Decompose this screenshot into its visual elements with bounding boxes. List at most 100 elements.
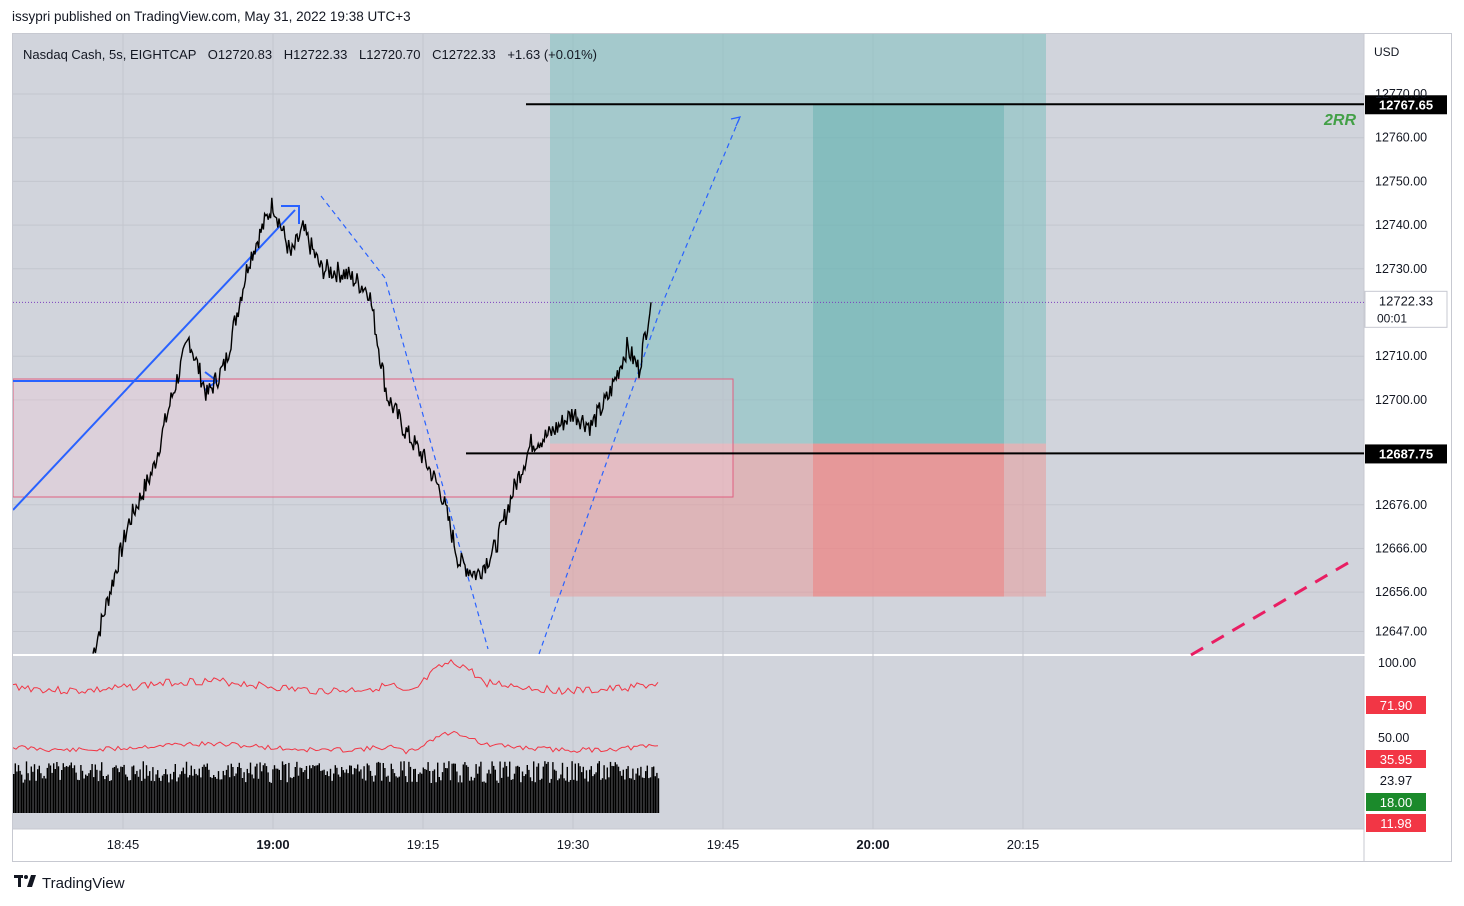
histogram-bar: [504, 761, 506, 813]
histogram-bar: [169, 773, 172, 813]
oscillator-value-tag: [1366, 696, 1426, 714]
histogram-bar: [245, 782, 247, 813]
time-axis[interactable]: [13, 829, 1364, 862]
histogram-bar: [363, 766, 365, 813]
histogram-bar: [173, 771, 175, 813]
histogram-bar: [432, 770, 434, 813]
histogram-bar: [275, 768, 277, 813]
histogram-bar: [616, 764, 618, 813]
histogram-bar: [249, 762, 252, 813]
histogram-bar: [201, 766, 204, 813]
histogram-bar: [568, 781, 570, 813]
price-tick-label: 12750.00: [1375, 174, 1427, 188]
price-tick-label: 12770.00: [1375, 87, 1427, 101]
histogram-bar: [526, 765, 528, 813]
histogram-bar: [493, 765, 495, 813]
histogram-bar: [125, 774, 127, 813]
histogram-bar: [329, 768, 332, 813]
histogram-bar: [107, 774, 109, 813]
histogram-bar: [369, 770, 372, 813]
drawing-tools[interactable]: [13, 116, 1354, 657]
histogram-bar: [117, 768, 119, 813]
histogram-bar: [243, 772, 245, 813]
histogram-bar: [310, 768, 312, 813]
histogram-bar: [93, 777, 95, 813]
histogram-bar: [286, 782, 288, 813]
footer-brand[interactable]: TradingView: [14, 874, 125, 892]
histogram-bar: [120, 766, 122, 813]
histogram-bar: [645, 771, 647, 813]
histogram-bar: [457, 782, 460, 813]
chart-canvas[interactable]: 12767.65 12687.75 12722.33 00:01 Nasdaq Cas…: [13, 34, 1452, 862]
histogram-bar: [635, 773, 637, 813]
histogram-bar: [368, 765, 370, 813]
histogram-bar: [617, 766, 620, 813]
horizontal-lines[interactable]: 12767.65 12687.75 12722.33 00:01: [466, 95, 1448, 464]
histogram-bar: [267, 772, 269, 813]
histogram-bar: [409, 766, 412, 813]
histogram-bar: [161, 775, 164, 813]
histogram-bar: [80, 765, 82, 813]
histogram-bar: [94, 764, 96, 813]
histogram-bar: [253, 778, 255, 813]
histogram-bar: [181, 771, 183, 813]
histogram-bar: [257, 778, 260, 813]
histogram-bar: [291, 778, 293, 813]
histogram-bar: [217, 771, 220, 813]
histogram-bar: [219, 779, 221, 813]
histogram-bar: [78, 780, 80, 813]
histogram-bar: [545, 763, 548, 813]
histogram-bar: [446, 768, 448, 813]
histogram-bar: [525, 774, 527, 813]
histogram-bar: [475, 764, 477, 813]
histogram-bar: [553, 769, 556, 813]
histogram-bar: [333, 773, 335, 813]
oscillator-tick-label: 100.00: [1378, 656, 1416, 670]
chart-frame[interactable]: 12767.65 12687.75 12722.33 00:01 Nasdaq Cas…: [12, 33, 1452, 862]
histogram-bar: [29, 780, 31, 813]
arrow-head-icon: [281, 205, 300, 224]
histogram-bar: [478, 766, 480, 813]
position-tool[interactable]: [13, 34, 1046, 597]
histogram-bar: [590, 766, 592, 813]
histogram-bar: [433, 769, 436, 813]
histogram-bar: [238, 762, 240, 813]
histogram-bar: [360, 769, 362, 813]
histogram-bar: [649, 777, 652, 813]
histogram-bar: [281, 761, 284, 813]
histogram-bar: [69, 765, 71, 813]
price-tick-label: 12666.00: [1375, 541, 1427, 555]
histogram-bar: [496, 780, 498, 813]
histogram-bar: [337, 774, 340, 813]
legend-symbol[interactable]: Nasdaq Cash, 5s, EIGHTCAP O12720.83 H127…: [23, 47, 597, 62]
histogram-bar: [13, 774, 15, 813]
histogram-bar: [576, 780, 578, 813]
histogram-bar: [549, 782, 551, 813]
histogram-bar: [137, 776, 140, 813]
arrow-head-icon: [730, 116, 742, 127]
histogram-bar: [24, 779, 26, 813]
histogram-bar: [393, 773, 396, 813]
histogram-bar: [248, 773, 250, 813]
oscillator-value-tag: [1366, 771, 1426, 789]
price-tick-label: 12740.00: [1375, 218, 1427, 232]
histogram-bar: [424, 769, 426, 813]
histogram-bar: [157, 770, 159, 813]
histogram-bar: [192, 775, 194, 813]
rr-annotation[interactable]: 2RR: [1323, 112, 1356, 129]
histogram-bar: [46, 767, 48, 813]
histogram-bar: [430, 783, 432, 813]
histogram-bar: [222, 770, 224, 813]
histogram-bar: [481, 781, 484, 813]
histogram-bar: [75, 772, 77, 813]
histogram-bar: [374, 775, 376, 813]
histogram-bar: [582, 766, 584, 813]
histogram-bar: [254, 766, 256, 813]
horizontal-line-label: 12767.65: [1379, 97, 1433, 112]
histogram-bar: [246, 768, 248, 813]
histogram-bar: [307, 778, 309, 813]
histogram-bar: [560, 774, 562, 813]
histogram-bar: [499, 761, 501, 813]
histogram-bar: [144, 778, 146, 813]
histogram-bar: [321, 770, 324, 813]
